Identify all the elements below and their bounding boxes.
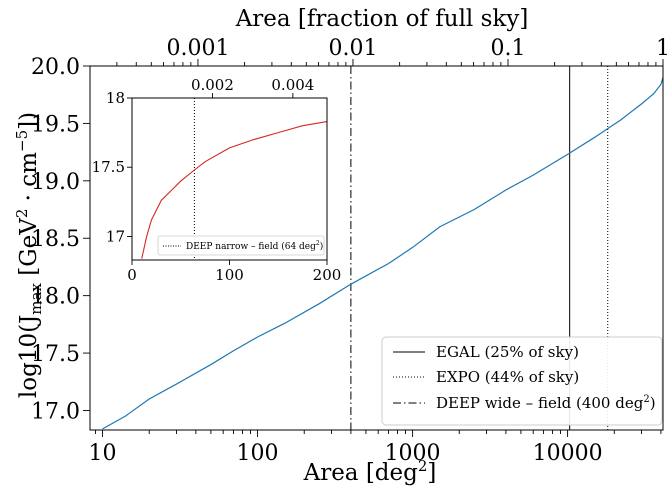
legend-label-deep-wide: DEEP wide – field (400 deg2) xyxy=(436,394,656,412)
legend-label-egal: EGAL (25% of sky) xyxy=(436,343,579,361)
x-tick-label: 10 xyxy=(89,441,117,466)
series-line-0 xyxy=(102,77,664,430)
legend-label-expo: EXPO (44% of sky) xyxy=(436,368,579,386)
inset-plot: 0 100 200 17 17.5 18 0.002 0.004 DEEP narrow – f… xyxy=(92,76,342,284)
top-tick-label: 0.001 xyxy=(166,36,229,61)
y-tick-label: 20.0 xyxy=(31,55,80,80)
inset-y-tick-label: 17.5 xyxy=(92,158,125,176)
x-tick-label: 10000 xyxy=(533,441,603,466)
y-tick-label: 19.0 xyxy=(31,170,80,195)
x-axis-label: Area [deg2] xyxy=(303,457,437,486)
inset-legend-box xyxy=(157,235,325,256)
y-tick-label: 18.5 xyxy=(31,227,80,252)
x-tick-label: 1000 xyxy=(385,441,441,466)
y-tick-label: 17.5 xyxy=(31,342,80,367)
inset-y-tick-label: 18 xyxy=(106,89,125,107)
plot-frame xyxy=(89,65,664,431)
legend: EGAL (25% of sky) EXPO (44% of sky) DEEP… xyxy=(381,336,663,426)
inset-x-tick-label: 200 xyxy=(313,266,342,284)
inset-series-line-0 xyxy=(141,120,328,259)
y-tick-label: 18.0 xyxy=(31,285,80,310)
inset-top-tick-label: 0.004 xyxy=(271,76,314,94)
inset-x-tick-label: 0 xyxy=(127,266,137,284)
inset-top-tick-label: 0.002 xyxy=(191,76,234,94)
inset-legend-label: DEEP narrow – field (64 deg2) xyxy=(186,240,323,252)
top-tick-label: 1 xyxy=(656,36,669,61)
inset-x-tick-label: 100 xyxy=(215,266,244,284)
legend-box xyxy=(381,336,663,426)
top-tick-label: 0.1 xyxy=(490,36,525,61)
y-axis-label: log10(Jmax [GeV2 · cm−5]) xyxy=(13,112,45,398)
top-axis-label: Area [fraction of full sky] xyxy=(235,6,529,32)
x-tick-label: 100 xyxy=(237,441,279,466)
y-tick-label: 17.0 xyxy=(31,399,80,424)
inset-background xyxy=(132,98,327,260)
y-tick-label: 19.5 xyxy=(31,112,80,137)
top-tick-label: 0.01 xyxy=(328,36,377,61)
inset-y-tick-label: 17 xyxy=(106,227,125,245)
